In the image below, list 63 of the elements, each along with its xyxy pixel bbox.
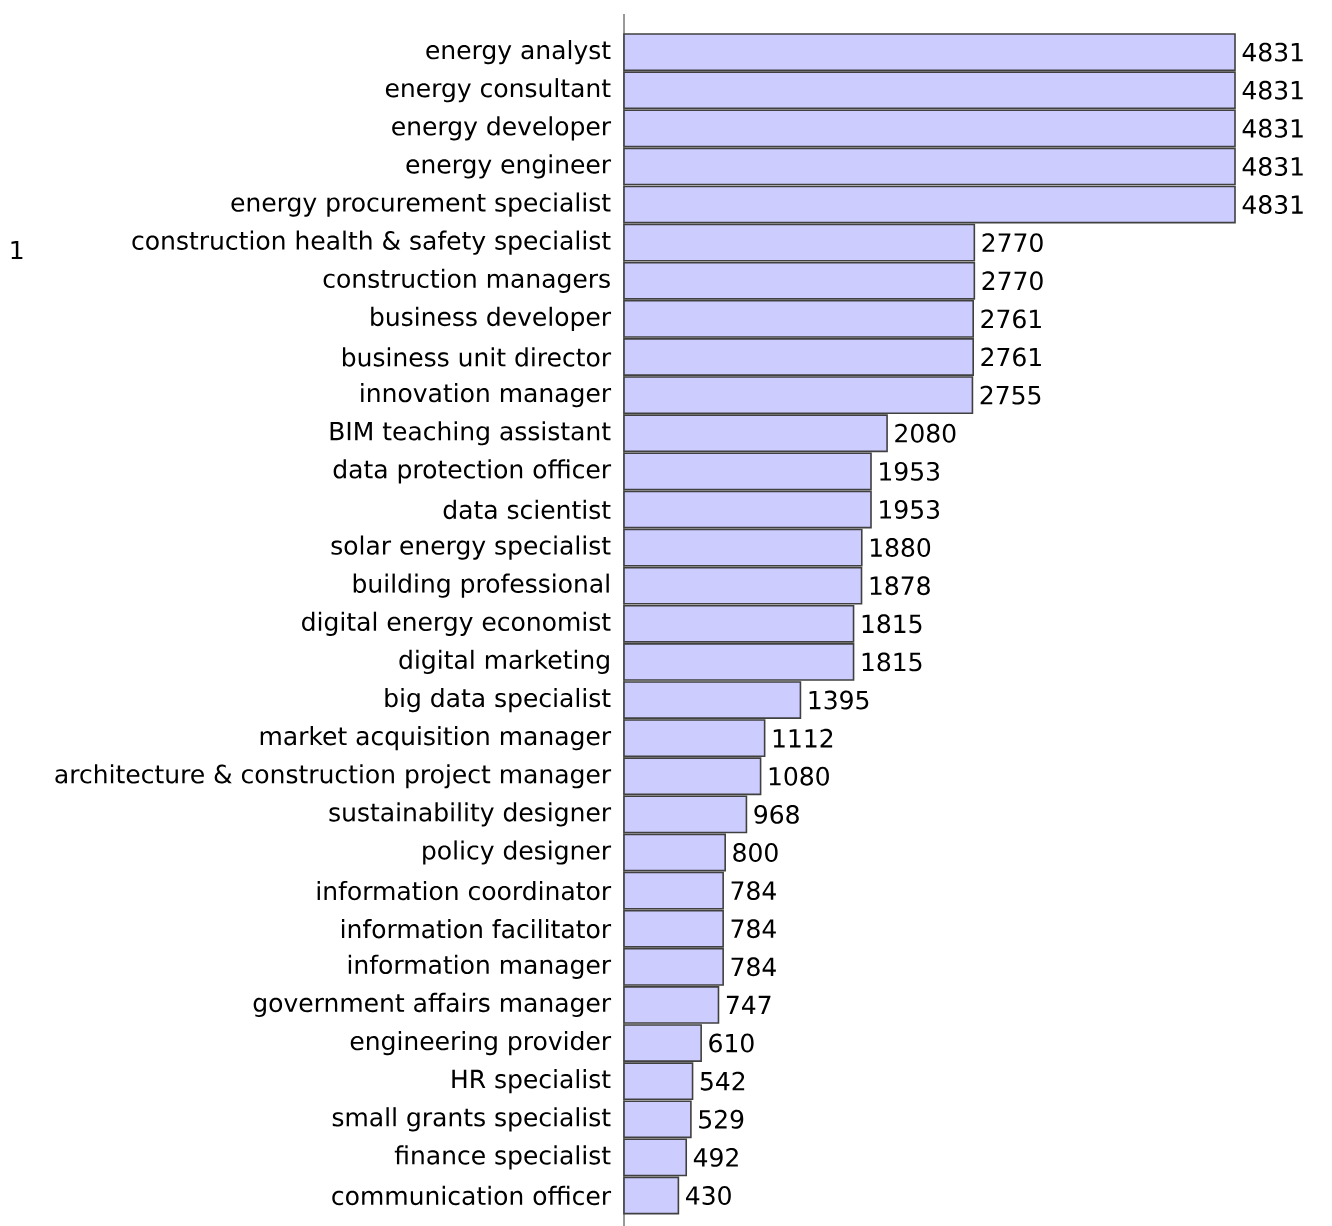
y-tick-label: data scientist <box>443 499 611 520</box>
y-tick-label: construction health & safety specialist <box>132 230 611 255</box>
y-tick-label: policy designer <box>423 840 612 865</box>
y-tick-label: HR specialist <box>452 1069 611 1094</box>
data-label: 2770 <box>982 233 1043 253</box>
data-label: 1080 <box>769 766 829 786</box>
data-label: 4831 <box>1242 118 1303 138</box>
y-tick-label: energy analyst <box>426 39 611 65</box>
data-label: 1878 <box>870 576 930 596</box>
text: 1 <box>11 240 23 260</box>
data-label: 2761 <box>981 309 1041 329</box>
y-tick-label: energy engineer <box>406 154 612 179</box>
data-label: 430 <box>686 1186 731 1205</box>
y-tick-label: data protection officer <box>333 459 612 484</box>
data-label: 529 <box>699 1109 744 1129</box>
data-label: 1112 <box>773 728 833 748</box>
data-label: 1953 <box>880 461 939 481</box>
y-tick-label: architecture & construction project manager <box>55 764 612 789</box>
data-label: 492 <box>693 1147 738 1167</box>
y-tick-label: engineering provider <box>350 1030 612 1056</box>
data-label: 800 <box>733 843 778 862</box>
y-tick-label: information facilitator <box>341 919 612 939</box>
data-label: 747 <box>726 995 771 1015</box>
y-tick-label: building professional <box>353 573 609 598</box>
data-label: 4831 <box>1242 195 1303 215</box>
data-label: 1815 <box>862 652 922 672</box>
y-tick-label: information manager <box>348 954 612 979</box>
y-tick-label: digital marketing <box>399 649 609 675</box>
y-tick-label: BIM teaching assistant <box>330 421 611 446</box>
y-tick-label: small grants specialist <box>332 1107 611 1132</box>
data-label: 1395 <box>809 690 869 710</box>
data-label: 2761 <box>981 347 1041 367</box>
y-tick-label: digital energy economist <box>302 611 611 636</box>
y-tick-label: energy procurement specialist <box>231 192 611 217</box>
y-tick-label: finance specialist <box>394 1145 611 1170</box>
data-label: 968 <box>754 804 799 824</box>
data-label: 784 <box>731 957 776 977</box>
y-tick-label: solar energy specialist <box>331 535 611 560</box>
data-label: 610 <box>709 1033 754 1053</box>
y-tick-label: sustainability designer <box>329 802 612 827</box>
data-label: 784 <box>731 919 776 939</box>
data-label: 1953 <box>880 500 939 519</box>
data-label: 4831 <box>1242 42 1303 62</box>
data-label: 2770 <box>982 271 1043 291</box>
y-tick-label: energy consultant <box>385 78 611 103</box>
data-label: 784 <box>731 881 776 901</box>
y-tick-label: communication officer <box>332 1185 612 1206</box>
data-label: 542 <box>700 1071 745 1091</box>
data-label: 2755 <box>980 385 1041 405</box>
y-tick-label: information coordinator <box>317 880 612 901</box>
y-tick-label: market acquisition manager <box>260 726 612 751</box>
data-label: 1815 <box>862 614 922 634</box>
y-tick-label: innovation manager <box>361 383 612 408</box>
data-label: 1880 <box>870 538 931 558</box>
y-tick-label: energy developer <box>392 116 612 141</box>
data-label: 2080 <box>895 423 956 443</box>
y-tick-label: construction managers <box>323 268 610 293</box>
y-tick-label: government affairs manager <box>253 992 612 1018</box>
y-tick-label: business unit director <box>342 347 612 367</box>
data-label: 4831 <box>1242 156 1303 176</box>
y-tick-label: business developer <box>371 306 612 332</box>
data-label: 4831 <box>1242 80 1303 100</box>
y-tick-label: big data specialist <box>385 687 611 713</box>
